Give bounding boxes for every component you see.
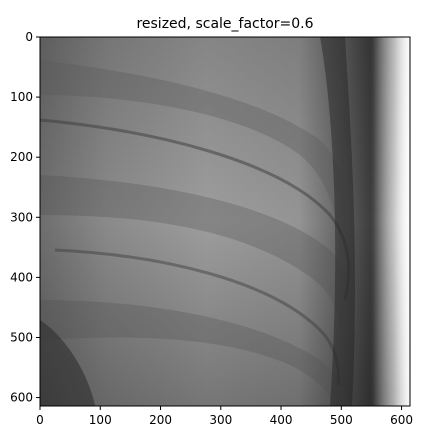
x-tick-label: 0 xyxy=(36,413,44,427)
x-tick-label: 100 xyxy=(89,413,112,427)
x-axis: 0 100 200 300 400 500 600 xyxy=(36,406,413,427)
y-tick-label: 600 xyxy=(10,391,33,405)
y-tick-label: 200 xyxy=(10,150,33,164)
x-tick-label: 600 xyxy=(390,413,413,427)
x-tick-label: 300 xyxy=(209,413,232,427)
y-tick-label: 500 xyxy=(10,330,33,344)
x-tick-label: 500 xyxy=(330,413,353,427)
dark-vertical-band xyxy=(320,37,355,406)
y-tick-label: 0 xyxy=(25,30,33,44)
y-tick-label: 400 xyxy=(10,270,33,284)
plot-frame xyxy=(39,36,411,407)
y-tick-label: 100 xyxy=(10,90,33,104)
image-vertical-shade xyxy=(40,37,410,406)
rib-edge-line-2 xyxy=(54,248,340,386)
rib-shadow-3 xyxy=(40,300,350,406)
rib-shadow-2 xyxy=(40,175,357,330)
rib-edge-line-1 xyxy=(40,118,351,301)
right-bright-edge xyxy=(370,37,410,406)
x-tick-label: 200 xyxy=(149,413,172,427)
left-dark-corner xyxy=(40,320,95,406)
y-tick-label: 300 xyxy=(10,210,33,224)
y-axis: 0 100 200 300 400 500 600 xyxy=(10,30,40,405)
heatmap-image xyxy=(40,37,410,406)
x-tick-label: 400 xyxy=(270,413,293,427)
rib-shadow-1 xyxy=(40,60,352,262)
chart-title: resized, scale_factor=0.6 xyxy=(136,16,313,32)
